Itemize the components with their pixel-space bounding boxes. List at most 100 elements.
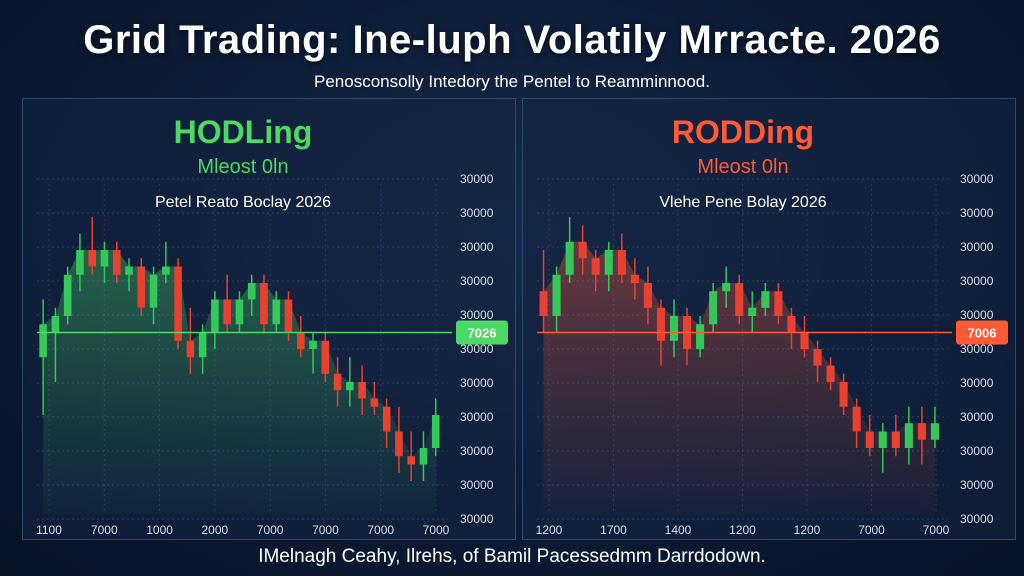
candle [578,225,587,275]
y-tick-label: 30000 [460,342,494,356]
candle [223,274,231,333]
candle-body [617,250,626,275]
candle-body [800,332,809,349]
candle [419,431,428,481]
y-tick-label: 30000 [960,308,994,322]
candle-body [656,307,665,341]
x-tick-label: 7000 [923,523,950,537]
y-tick-label: 30000 [960,172,994,186]
candle [39,299,47,415]
candle [211,291,219,349]
rodding-price-badge [956,320,1008,345]
hodling-chart: 7026300003000030000300003000030000300003… [36,114,508,537]
candle-body [260,283,268,325]
x-tick-label: 7000 [312,523,339,537]
hodling-legend-label: Petel Reato Boclay 2026 [155,194,331,211]
candle-body [211,299,219,333]
hodling-candles [39,217,440,481]
x-tick-label: 2000 [202,523,229,537]
candle-body [735,283,744,316]
candle-body [88,250,97,267]
candle [917,406,926,465]
candle-body [272,299,281,325]
hodling-chart-subtitle: Mleost 0ln [197,156,288,178]
candle [76,233,84,292]
candle-body [787,316,796,333]
candle-body [552,274,561,316]
candle [604,241,613,292]
candle [839,373,848,415]
page-title: Grid Trading: Ine-luph Volatily Mrracte.… [83,18,941,62]
candle-body [813,349,822,366]
candle [395,406,403,473]
candle-body [309,340,317,349]
x-tick-label: 1200 [794,523,821,537]
rodding-chart-subtitle: Mleost 0ln [697,156,788,178]
x-tick-label: 7000 [257,523,284,537]
candle-body [284,299,293,333]
candle-body [247,283,256,300]
candle-body [419,448,428,465]
candle-body [149,274,158,308]
candle-body [852,406,861,432]
candle-body [539,291,548,316]
candle-body [198,332,207,358]
y-tick-label: 30000 [460,206,494,220]
candle-body [930,423,939,440]
candle [149,266,158,325]
candle [865,415,874,457]
candle [309,332,317,374]
footer-caption: IMelnagh Ceahy, Ilrehs, of Bamil Pacesse… [258,546,766,567]
rodding-area-fill [543,241,935,514]
candle [407,431,415,481]
y-tick-label: 30000 [960,478,994,492]
y-tick-label: 30000 [960,206,994,220]
candle [186,307,195,374]
x-tick-label: 1400 [665,523,692,537]
chart-panel-rodding: 7006 30000 30000 30000 30000 30000 30000 30000 3… [522,98,1016,540]
candle [669,299,679,358]
candle-body [39,324,47,358]
y-tick-label: 30000 [460,410,494,424]
candle-body [382,406,391,432]
candle-body [112,250,121,275]
candle [930,406,939,448]
y-tick-label: 30000 [460,512,494,526]
candle-body [63,274,72,316]
candle [722,266,731,308]
candle-body [878,431,887,448]
candle [565,217,574,283]
candle [748,291,757,333]
hodling-price-badge [456,320,508,345]
candle [696,316,705,358]
candle [112,241,121,283]
y-tick-label: 30000 [460,376,494,390]
candle-body [321,340,330,374]
candle [630,258,639,300]
candle-body [904,423,913,448]
y-tick-label: 30000 [960,512,994,526]
candle [826,357,835,391]
candle [247,274,256,316]
candle [800,316,809,358]
candle-body [591,258,600,275]
rodding-chart-title: RODDing [672,114,814,150]
hodling-chart-title: HODLing [174,114,313,150]
candle [643,266,652,325]
y-tick-label: 30000 [960,376,994,390]
candle-body [709,291,718,325]
candle-body [235,299,244,325]
x-tick-label: 1200 [536,523,563,537]
candle [709,283,718,333]
candle-body [346,382,354,391]
chart-panel-hodling: 7026 30000 30000 30000 30000 30000 30000 30000 3… [22,98,516,540]
candle [88,217,97,275]
candle-body [125,266,133,275]
x-tick-label: 1700 [600,523,627,537]
candle-body [431,415,440,448]
hodling-area-fill [43,250,436,514]
candle [787,307,796,349]
candle [174,258,182,349]
y-tick-label: 30000 [460,478,494,492]
candle [321,332,330,382]
